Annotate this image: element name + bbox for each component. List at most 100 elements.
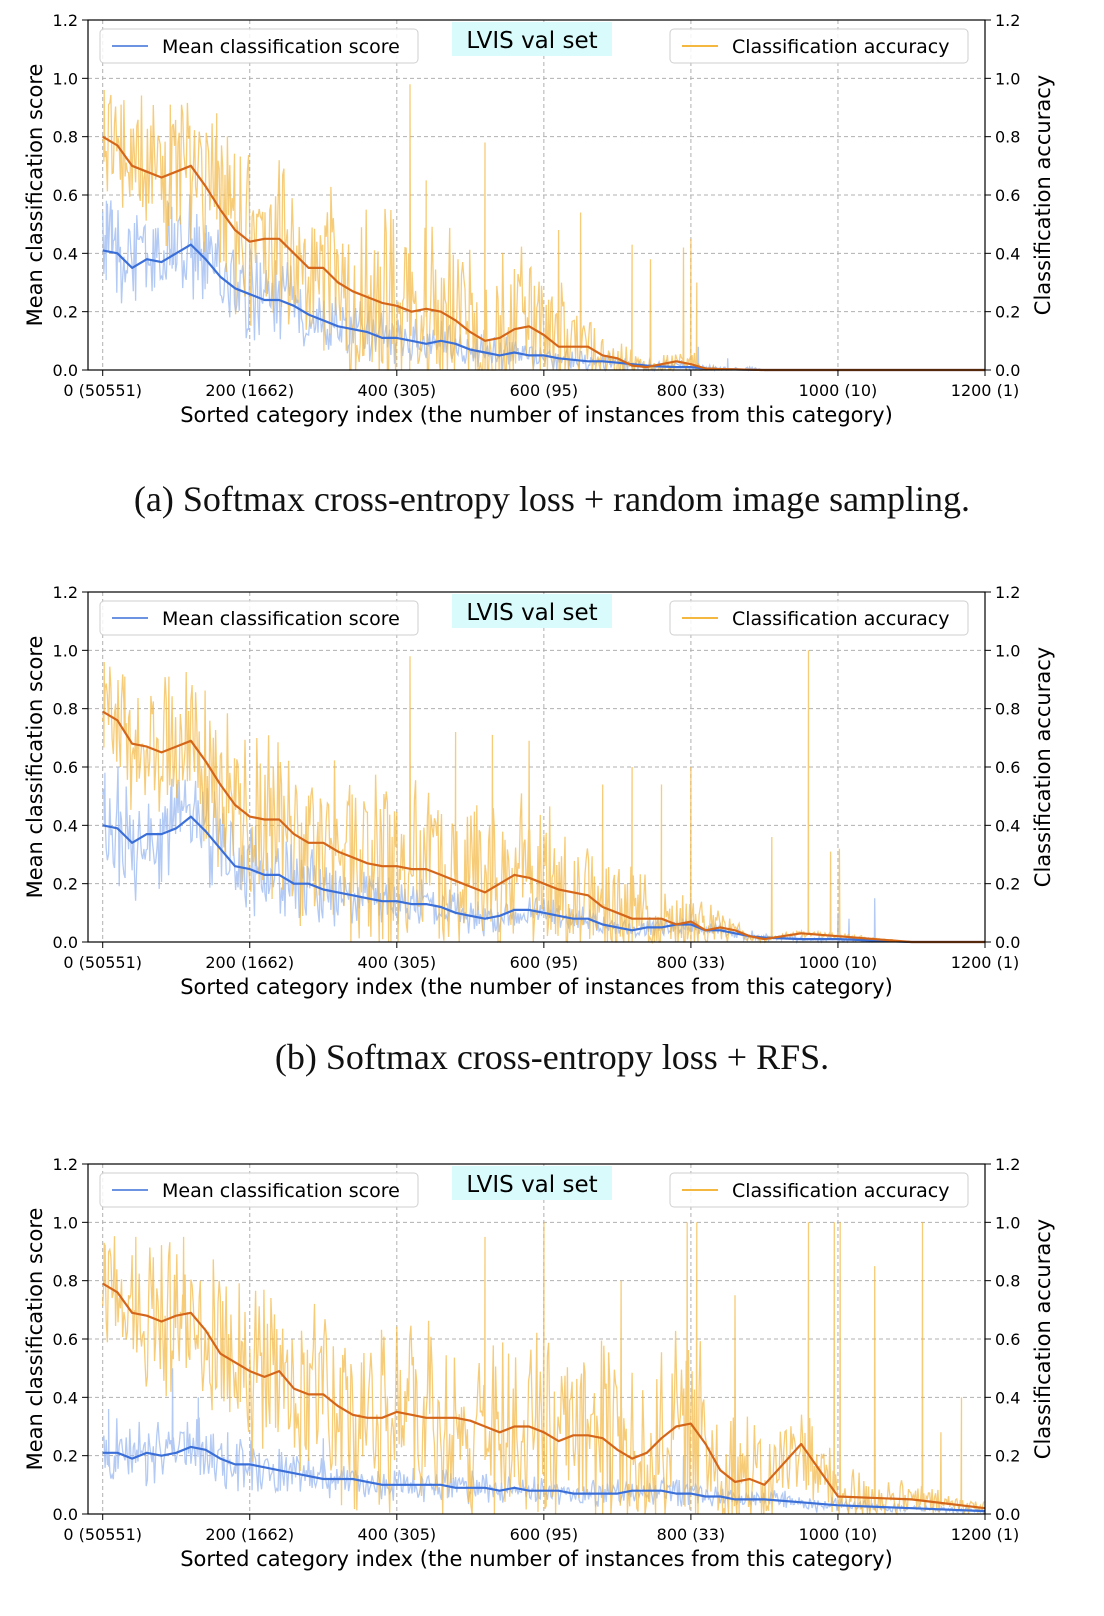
legend-left-box: [99, 600, 419, 636]
legend-left-box: [99, 1172, 419, 1208]
y-axis-label-right: Classification accuracy: [1031, 75, 1055, 315]
y-tick-label-right: 0.8: [995, 128, 1020, 147]
y-tick-label-right: 1.2: [995, 1155, 1020, 1174]
y-tick-label-right: 0.2: [995, 303, 1020, 322]
y-tick-label: 0.8: [53, 1272, 78, 1291]
grid: [88, 591, 986, 943]
y-tick-label: 0.2: [53, 1447, 78, 1466]
y-tick-label: 0.4: [53, 1388, 78, 1407]
y-tick-label: 0.4: [53, 816, 78, 835]
legend-left-label: Mean classification score: [162, 608, 400, 630]
y-tick-label-right: 0.6: [995, 758, 1020, 777]
x-tick-label: 200 (1662): [205, 381, 294, 400]
x-tick-label: 0 (50551): [63, 953, 142, 972]
y-tick-label-right: 1.2: [995, 583, 1020, 602]
x-axis-label: Sorted category index (the number of ins…: [180, 403, 893, 427]
y-tick-label-right: 1.0: [995, 69, 1020, 88]
y-tick-label: 1.2: [53, 583, 78, 602]
x-tick-label: 1000 (10): [799, 953, 878, 972]
y-tick-label: 1.0: [53, 1213, 78, 1232]
caption-a: (a) Softmax cross-entropy loss + random …: [133, 479, 971, 519]
y-tick-label: 0.4: [53, 244, 78, 263]
y-tick-label: 1.2: [53, 1155, 78, 1174]
y-tick-label: 1.0: [53, 69, 78, 88]
y-tick-label-right: 0.0: [995, 361, 1020, 380]
legend-right-box: [669, 1172, 969, 1208]
y-tick-label-right: 0.2: [995, 875, 1020, 894]
chart-title: LVIS val set: [466, 28, 597, 54]
y-tick-label: 0.2: [53, 303, 78, 322]
x-tick-label: 600 (95): [510, 953, 578, 972]
y-axis-label: Mean classification score: [23, 636, 47, 899]
x-tick-label: 800 (33): [657, 953, 725, 972]
y-tick-label: 0.2: [53, 875, 78, 894]
y-tick-label-right: 0.4: [995, 816, 1020, 835]
y-tick-label-right: 0.8: [995, 1272, 1020, 1291]
x-tick-label: 0 (50551): [63, 1525, 142, 1544]
y-axis-label-right: Classification accuracy: [1031, 1219, 1055, 1459]
y-tick-label: 0.0: [53, 933, 78, 952]
y-tick-label: 0.0: [53, 1505, 78, 1524]
title-box: [452, 594, 612, 628]
y-tick-label-right: 0.8: [995, 700, 1020, 719]
legend-right-label: Classification accuracy: [732, 1180, 949, 1202]
accuracy-smoothed-line: [102, 710, 985, 944]
y-axis-label-right: Classification accuracy: [1031, 647, 1055, 887]
score-smoothed-line: [102, 1445, 986, 1513]
y-tick-label-right: 1.0: [995, 641, 1020, 660]
y-tick-label-right: 1.0: [995, 1213, 1020, 1232]
x-tick-label: 600 (95): [510, 1525, 578, 1544]
accuracy-smoothed-line: [102, 1282, 986, 1510]
title-box: [452, 22, 612, 56]
x-tick-label: 400 (305): [357, 1525, 436, 1544]
y-tick-label: 0.8: [53, 128, 78, 147]
y-tick-label-right: 0.0: [995, 933, 1020, 952]
x-tick-label: 800 (33): [657, 1525, 725, 1544]
y-tick-label-right: 0.2: [995, 1447, 1020, 1466]
legend-left-label: Mean classification score: [162, 36, 400, 58]
legend-left-label: Mean classification score: [162, 1180, 400, 1202]
accuracy-smoothed-line: [102, 135, 985, 372]
y-tick-label-right: 0.6: [995, 1330, 1020, 1349]
x-axis-label: Sorted category index (the number of ins…: [180, 1547, 893, 1571]
chart-panel-c: 0.0 0.0 0.2 0.2 0.4 0.4 0.6 0.6 0.8 0.8 1.0 1.0 1.2 1…: [0, 1144, 1104, 1616]
x-tick-label: 400 (305): [357, 953, 436, 972]
y-tick-label: 0.8: [53, 700, 78, 719]
x-tick-label: 1000 (10): [799, 1525, 878, 1544]
x-tick-label: 0 (50551): [63, 381, 142, 400]
x-tick-label: 600 (95): [510, 381, 578, 400]
x-tick-label: 800 (33): [657, 381, 725, 400]
y-tick-label-right: 1.2: [995, 11, 1020, 30]
x-tick-label: 1200 (1): [951, 953, 1019, 972]
y-tick-label: 0.6: [53, 186, 78, 205]
legend-right-label: Classification accuracy: [732, 36, 949, 58]
legend-left-box: [99, 28, 419, 64]
y-tick-label-right: 0.0: [995, 1505, 1020, 1524]
x-tick-label: 1200 (1): [951, 1525, 1019, 1544]
x-tick-label: 400 (305): [357, 381, 436, 400]
y-axis-label: Mean classification score: [23, 64, 47, 327]
chart-a: 0.0 0.0 0.2 0.2 0.4 0.4 0.6 0.6 0.8 0.8 1.0 1.0 1.2 1…: [23, 11, 1055, 427]
y-tick-label-right: 0.4: [995, 1388, 1020, 1407]
y-tick-label: 1.0: [53, 641, 78, 660]
y-tick-label-right: 0.6: [995, 186, 1020, 205]
chart-b: 0.0 0.0 0.2 0.2 0.4 0.4 0.6 0.6 0.8 0.8 1.0 1.0 1.2 1…: [23, 583, 1055, 999]
legend-right-box: [669, 28, 969, 64]
y-tick-label: 0.6: [53, 758, 78, 777]
chart-title: LVIS val set: [466, 1172, 597, 1198]
y-tick-label-right: 0.4: [995, 244, 1020, 263]
chart-panel-b: 0.0 0.0 0.2 0.2 0.4 0.4 0.6 0.6 0.8 0.8 1.0 1.0 1.2 1…: [0, 572, 1104, 1022]
accuracy-raw-line: [102, 650, 984, 945]
x-tick-label: 200 (1662): [205, 953, 294, 972]
x-tick-label: 200 (1662): [205, 1525, 294, 1544]
x-tick-label: 1200 (1): [951, 381, 1019, 400]
chart-title: LVIS val set: [466, 600, 597, 626]
chart-c: 0.0 0.0 0.2 0.2 0.4 0.4 0.6 0.6 0.8 0.8 1.0 1.0 1.2 1…: [23, 1155, 1055, 1571]
title-box: [452, 1166, 612, 1200]
chart-panel-a: 0.0 0.0 0.2 0.2 0.4 0.4 0.6 0.6 0.8 0.8 1.0 1.0 1.2 1…: [0, 0, 1104, 450]
y-tick-label: 0.6: [53, 1330, 78, 1349]
accuracy-raw-line: [102, 84, 984, 373]
y-tick-label: 1.2: [53, 11, 78, 30]
y-axis-label: Mean classification score: [23, 1208, 47, 1471]
x-axis-label: Sorted category index (the number of ins…: [180, 975, 893, 999]
